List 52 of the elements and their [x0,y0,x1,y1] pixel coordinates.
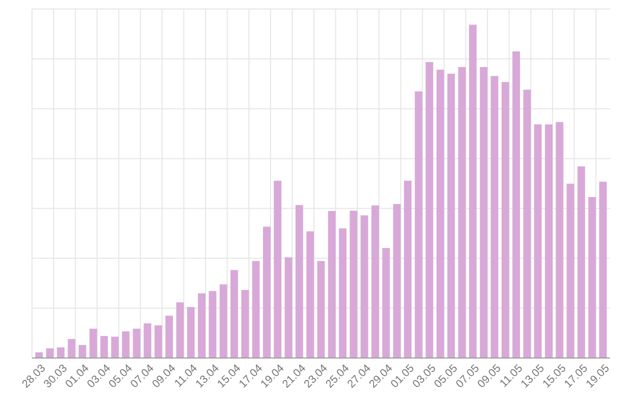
bar [338,228,346,358]
bar [78,345,86,358]
bar [198,293,206,358]
bar [490,76,498,358]
bar [296,205,304,358]
bar [306,231,314,358]
bar [89,328,98,358]
bar [350,210,358,358]
bar [588,197,596,358]
bar [284,257,292,358]
bar [469,24,477,358]
bar [230,270,238,358]
bar [502,82,510,358]
bar [599,182,607,358]
bar [317,261,325,358]
bar [512,51,520,358]
bar [447,74,455,358]
bar [56,347,65,358]
bar [187,307,195,358]
bar [523,90,531,358]
bar [111,336,119,358]
bar [566,184,574,358]
bar [220,284,228,358]
bar [241,290,249,358]
bar [100,336,108,358]
bar [262,226,271,358]
bar [360,215,368,358]
bar [68,339,76,358]
bar [165,316,173,358]
bar [274,180,282,358]
bar [122,331,130,358]
bar [544,124,553,358]
bar [208,291,216,358]
bar [46,348,54,358]
bar [382,248,390,358]
bar [252,261,260,358]
bar [154,325,162,358]
bar [393,204,401,358]
bar [458,67,466,358]
bar [577,166,586,358]
bar [426,62,434,358]
bar [436,70,444,358]
bar [371,205,380,358]
bar [176,302,184,358]
bar [132,328,140,358]
bar [556,122,564,358]
bar [328,211,336,358]
bar [144,323,152,358]
bar [414,91,422,358]
bar [404,180,412,358]
bar [534,124,542,358]
bar [480,67,488,358]
